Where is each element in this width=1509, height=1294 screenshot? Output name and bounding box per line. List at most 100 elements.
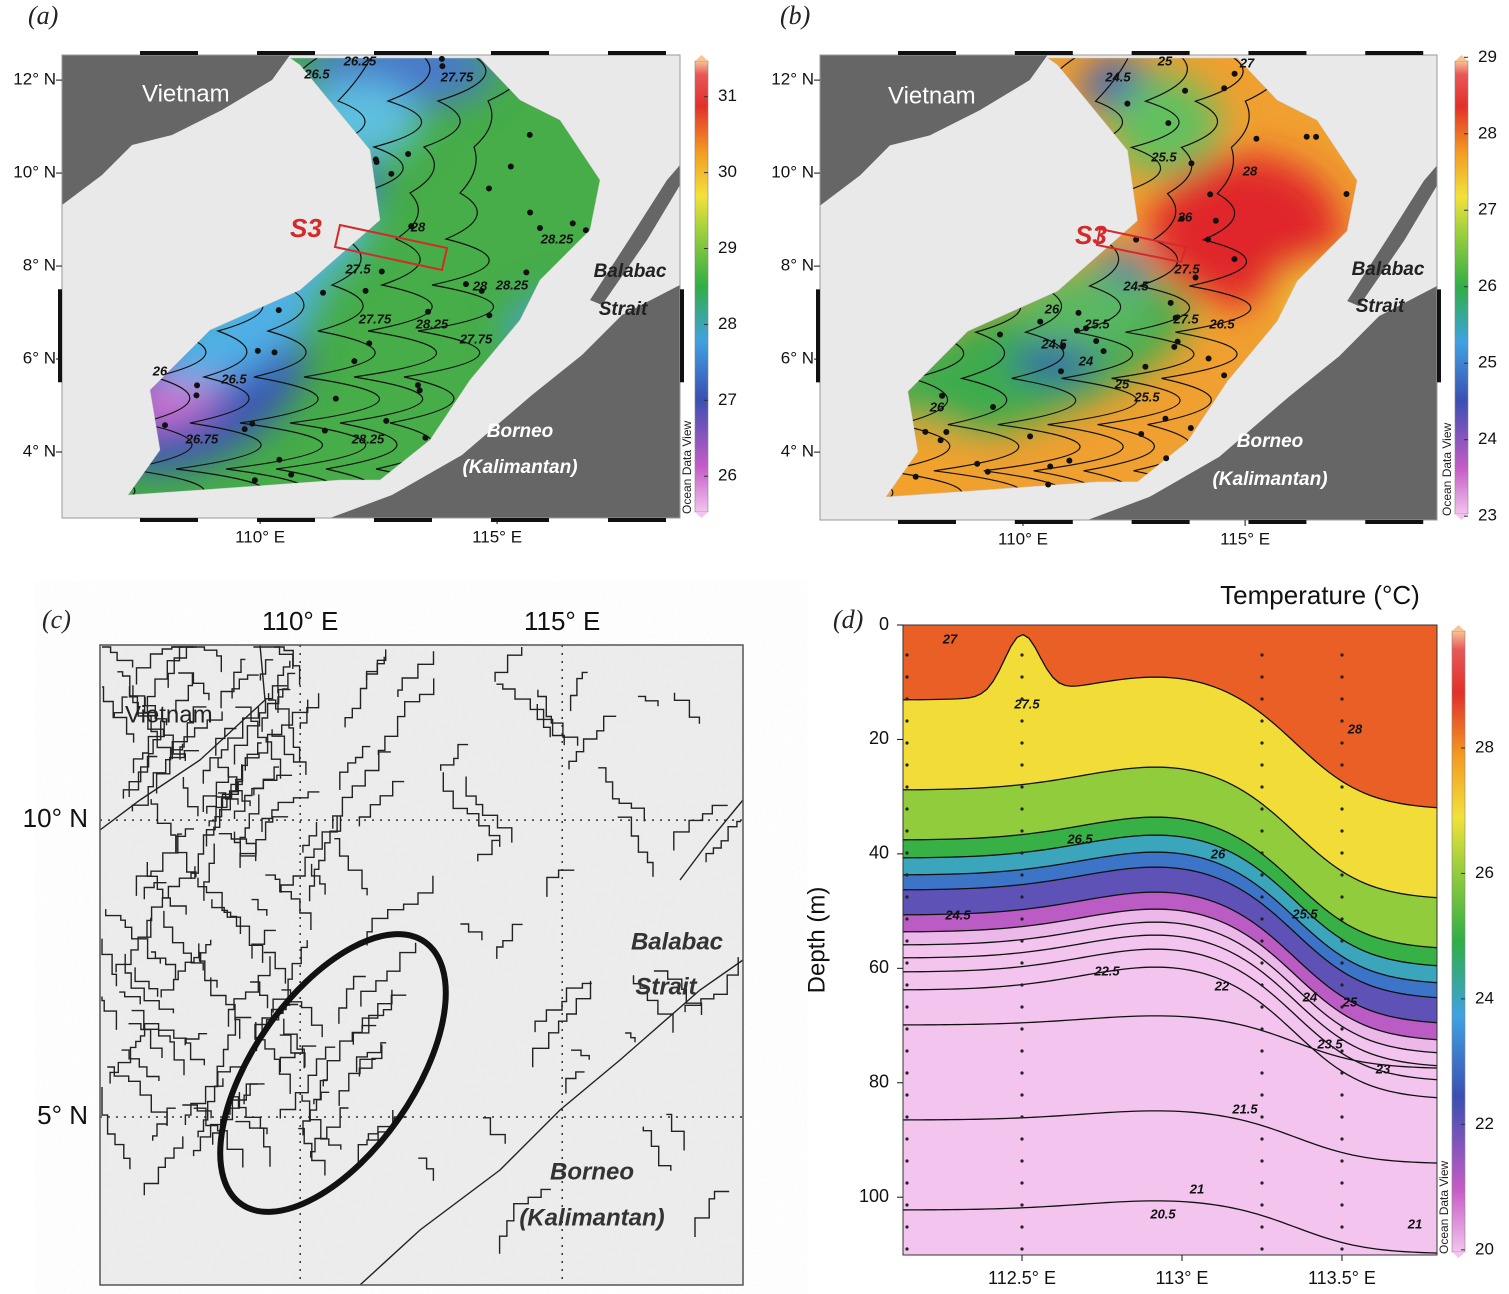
lineament bbox=[122, 755, 158, 799]
sample bbox=[1020, 697, 1024, 701]
lineament bbox=[280, 816, 338, 893]
sample bbox=[1020, 1225, 1024, 1229]
isotherm bbox=[903, 766, 1437, 899]
lineament bbox=[124, 953, 175, 1014]
sample bbox=[1340, 851, 1344, 855]
sample bbox=[1020, 1093, 1024, 1097]
lineament bbox=[283, 1018, 305, 1069]
place-label: Vietnam bbox=[142, 80, 230, 107]
lineament bbox=[146, 646, 197, 713]
frame-bar bbox=[1014, 51, 1073, 55]
lineament bbox=[571, 1049, 590, 1060]
sample bbox=[1020, 1071, 1024, 1075]
y-tick-label: 8° N bbox=[23, 256, 56, 275]
sample bbox=[1260, 939, 1264, 943]
sample bbox=[1260, 917, 1264, 921]
contour-label: 21 bbox=[1189, 1181, 1204, 1196]
place-label: Borneo bbox=[487, 421, 554, 442]
sample bbox=[1340, 1247, 1344, 1251]
contour-label: 26.5 bbox=[1066, 831, 1093, 846]
station bbox=[582, 227, 589, 234]
y-axis-label: Depth (m) bbox=[803, 887, 830, 994]
y-tick-label: 100 bbox=[859, 1186, 889, 1206]
station bbox=[1188, 160, 1195, 167]
data-region-outline bbox=[885, 57, 1358, 498]
colorbar-tick-label: 28 bbox=[1475, 737, 1494, 756]
field-patch bbox=[1013, 344, 1097, 380]
lineament bbox=[190, 791, 231, 879]
contour-label: 28 bbox=[410, 219, 426, 234]
station bbox=[439, 63, 446, 70]
frame-bar bbox=[608, 51, 666, 55]
lineament bbox=[253, 774, 293, 796]
station bbox=[194, 382, 201, 389]
contour-label: 21 bbox=[1407, 1216, 1422, 1231]
lineament bbox=[199, 939, 212, 964]
isotherm bbox=[903, 966, 1437, 1099]
station bbox=[1174, 338, 1181, 345]
lineament bbox=[163, 910, 204, 971]
sample bbox=[1340, 807, 1344, 811]
lineament bbox=[227, 956, 271, 1027]
sample bbox=[1020, 1027, 1024, 1031]
lineament bbox=[496, 923, 523, 959]
place-label: (Kalimantan) bbox=[462, 457, 577, 478]
x-tick-label: 115° E bbox=[1220, 529, 1270, 548]
land-vietnam bbox=[62, 55, 290, 205]
lineament bbox=[263, 951, 287, 984]
station bbox=[1221, 85, 1228, 92]
colorbar-tick-label: 27 bbox=[1478, 200, 1497, 219]
lineament bbox=[101, 1087, 131, 1170]
station bbox=[1192, 274, 1199, 281]
contour-label: 26 bbox=[929, 399, 945, 414]
section-box bbox=[333, 223, 449, 272]
lineament bbox=[143, 1136, 184, 1196]
sample bbox=[1340, 1181, 1344, 1185]
lineament bbox=[440, 743, 469, 771]
station bbox=[1073, 327, 1080, 334]
station bbox=[1313, 133, 1320, 140]
data-region-outline bbox=[127, 57, 601, 496]
sample bbox=[1340, 1049, 1344, 1053]
y-tick-label: 4° N bbox=[781, 442, 814, 461]
contour-label: 23 bbox=[1375, 1061, 1391, 1076]
sample bbox=[1260, 1203, 1264, 1207]
contour-label: 28.25 bbox=[351, 431, 385, 446]
station bbox=[486, 312, 493, 319]
contour-label: 22 bbox=[1214, 978, 1230, 993]
coastline bbox=[99, 644, 266, 831]
y-tick-label: 8° N bbox=[781, 256, 814, 275]
isotherm bbox=[903, 816, 1437, 949]
station bbox=[438, 55, 445, 62]
sample bbox=[1340, 895, 1344, 899]
lineament bbox=[182, 1104, 212, 1119]
sample bbox=[1260, 1049, 1264, 1053]
frame-bar bbox=[1131, 51, 1190, 55]
sample bbox=[1020, 851, 1024, 855]
lineament bbox=[365, 656, 385, 681]
lineament bbox=[128, 1023, 163, 1058]
lineament bbox=[251, 898, 268, 916]
contour-line bbox=[261, 58, 431, 495]
y-tick-label: 12° N bbox=[13, 70, 56, 89]
colorbar-cap bbox=[695, 55, 708, 61]
lineament bbox=[218, 833, 257, 857]
lineament bbox=[496, 683, 551, 738]
section-box bbox=[1095, 227, 1188, 264]
sample bbox=[905, 697, 909, 701]
contour-label: 28 bbox=[472, 278, 488, 293]
sample bbox=[1020, 719, 1024, 723]
sample bbox=[905, 829, 909, 833]
lineament bbox=[442, 772, 501, 847]
y-tick-label: 20 bbox=[869, 728, 889, 748]
station bbox=[943, 428, 950, 435]
lineament bbox=[121, 1049, 160, 1081]
station bbox=[378, 268, 385, 275]
lineament bbox=[267, 693, 301, 762]
lineament bbox=[673, 804, 728, 851]
sample bbox=[1340, 1071, 1344, 1075]
station bbox=[1162, 415, 1169, 422]
sample bbox=[905, 1093, 909, 1097]
field-patch bbox=[159, 273, 321, 387]
